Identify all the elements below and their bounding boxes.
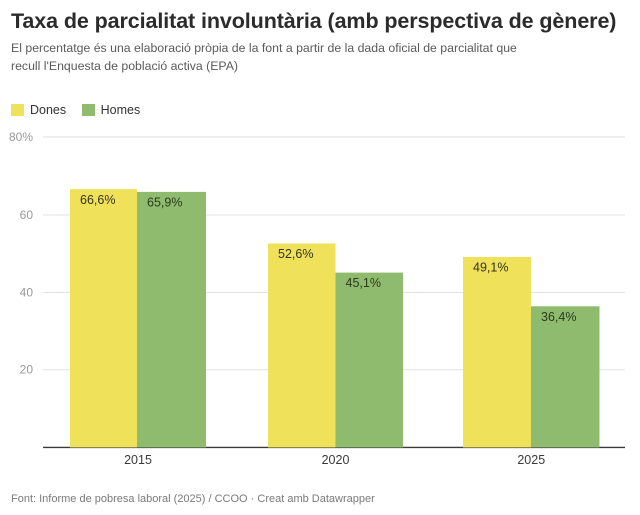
svg-text:2015: 2015 — [124, 453, 152, 467]
svg-text:60: 60 — [20, 208, 34, 222]
svg-text:40: 40 — [20, 286, 34, 300]
svg-text:2020: 2020 — [322, 453, 350, 467]
svg-text:52,6%: 52,6% — [278, 247, 313, 261]
svg-text:66,6%: 66,6% — [80, 193, 115, 207]
svg-text:2025: 2025 — [517, 453, 545, 467]
svg-text:45,1%: 45,1% — [346, 276, 381, 290]
svg-text:80%: 80% — [9, 130, 33, 144]
svg-text:65,9%: 65,9% — [147, 196, 182, 210]
svg-text:49,1%: 49,1% — [473, 261, 508, 275]
svg-text:36,4%: 36,4% — [541, 310, 576, 324]
svg-text:20: 20 — [20, 363, 34, 377]
